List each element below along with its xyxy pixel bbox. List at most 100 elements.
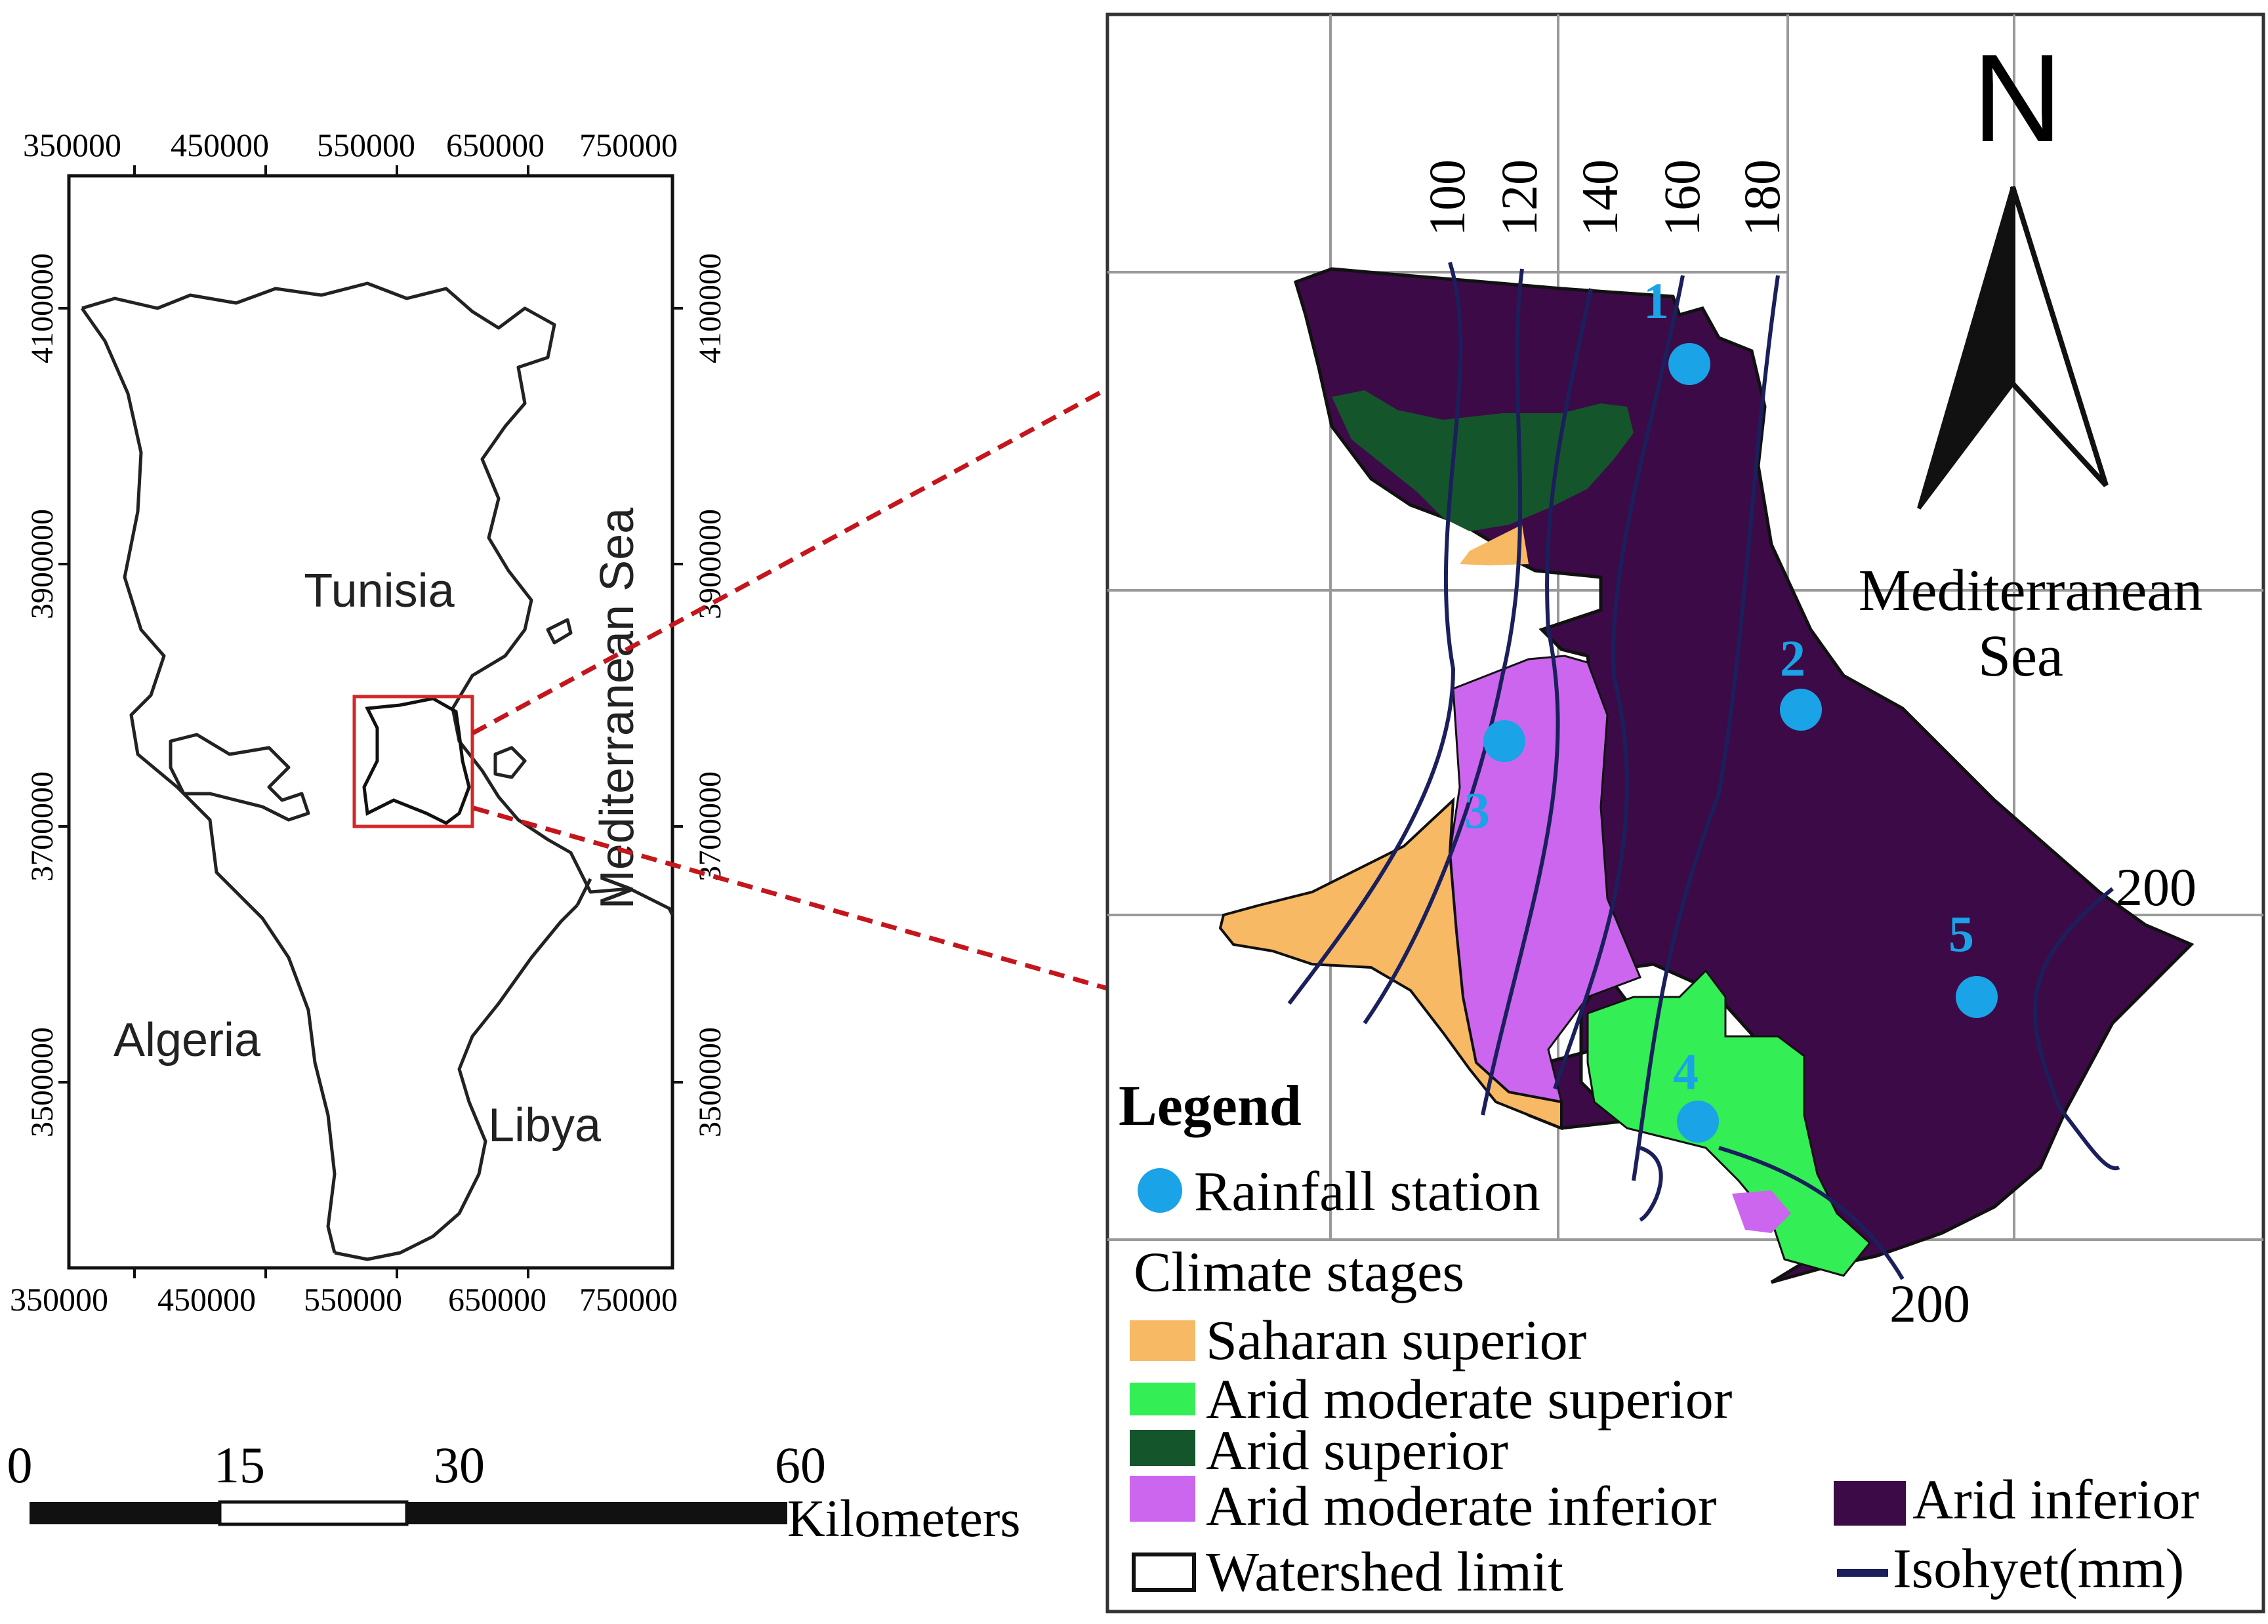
station-label: 3 xyxy=(1464,782,1490,839)
libya-tunisia-border xyxy=(334,904,579,1261)
isohyet-120 xyxy=(1363,268,1524,1025)
tunisia-map-frame xyxy=(67,174,674,1270)
tunisia-location-map: 350000 450000 550000 650000 750000 35000… xyxy=(10,127,728,1318)
bottom-tick-label: 350000 xyxy=(10,1281,108,1318)
country-borders xyxy=(80,281,674,1261)
left-tick-label: 3900000 xyxy=(25,509,60,619)
right-tick-label: 4100000 xyxy=(693,253,728,363)
station-marker xyxy=(1780,689,1822,731)
isohyet-label-140: 140 xyxy=(1571,159,1628,236)
legend-swatch-saharan-superior xyxy=(1130,1320,1195,1361)
isohyet-label-180: 180 xyxy=(1733,159,1790,236)
legend-swatch-arid-inferior xyxy=(1834,1481,1906,1526)
isohyet-label-200-east: 200 xyxy=(2116,857,2196,917)
station-label: 4 xyxy=(1673,1043,1699,1100)
scale-bar: 0 15 30 60 Kilometers xyxy=(7,1436,1021,1548)
scale-segment xyxy=(407,1502,787,1524)
tunisia-map-frame-ticks xyxy=(58,165,683,1278)
region-arid-moderate-superior xyxy=(1586,969,1872,1277)
isohyet-south-stub xyxy=(1639,1146,1663,1222)
station-label: 5 xyxy=(1948,905,1974,962)
top-tick-label: 750000 xyxy=(579,127,678,163)
legend-arid-moderate-superior: Arid moderate superior xyxy=(1206,1368,1732,1431)
left-tick-label: 3500000 xyxy=(25,1027,60,1137)
right-tick-label: 3500000 xyxy=(693,1027,728,1137)
label-algeria: Algeria xyxy=(113,1014,261,1066)
station-marker xyxy=(1677,1101,1719,1143)
legend-swatch-arid-moderate-superior xyxy=(1130,1383,1195,1415)
isohyet-label-120: 120 xyxy=(1491,159,1548,236)
study-area-highlight-box xyxy=(352,695,474,828)
study-area-outline xyxy=(362,697,471,825)
top-tick-label: 450000 xyxy=(171,127,269,163)
legend-arid-superior: Arid superior xyxy=(1206,1419,1508,1482)
left-tick-label: 4100000 xyxy=(25,253,60,363)
bottom-tick-label: 650000 xyxy=(448,1281,546,1318)
legend-station-symbol xyxy=(1138,1168,1182,1213)
scale-segment xyxy=(30,1502,220,1524)
legend-swatch-arid-moderate-inferior xyxy=(1130,1476,1195,1522)
label-libya: Libya xyxy=(488,1099,602,1152)
station-marker xyxy=(1668,343,1710,385)
legend-watershed-limit: Watershed limit xyxy=(1206,1540,1563,1603)
station-marker xyxy=(1483,720,1525,762)
legend: Legend Rainfall station Climate stages S… xyxy=(1119,1074,2199,1603)
arrow-to-north-tip xyxy=(471,287,1294,736)
station-label: 1 xyxy=(1643,272,1669,329)
isohyet-100 xyxy=(1287,262,1463,1005)
scale-segment xyxy=(218,1500,409,1526)
left-tick-label: 3700000 xyxy=(25,771,60,882)
station-marker xyxy=(1956,976,1998,1018)
isohyet-label-160: 160 xyxy=(1653,159,1710,236)
isohyet-180 xyxy=(1632,275,1780,1181)
djerba-island xyxy=(493,746,527,779)
legend-title: Legend xyxy=(1119,1074,1302,1138)
north-arrow: N xyxy=(1917,29,2109,510)
isohyet-200-south xyxy=(1718,1146,1905,1280)
legend-station-label: Rainfall station xyxy=(1194,1160,1540,1223)
scale-tick-label: 30 xyxy=(434,1436,485,1493)
isohyet-label-100: 100 xyxy=(1418,159,1475,236)
right-tick-label: 3900000 xyxy=(693,509,728,619)
algeria-tunisia-border xyxy=(80,307,337,1253)
scale-unit-label: Kilometers xyxy=(787,1490,1020,1548)
scale-tick-label: 15 xyxy=(214,1436,265,1493)
isohyet-200-east xyxy=(2032,887,2120,1171)
region-arid-moderate-inferior-south xyxy=(1732,1190,1791,1233)
legend-climate-title: Climate stages xyxy=(1134,1240,1464,1303)
legend-saharan-superior: Saharan superior xyxy=(1206,1309,1586,1371)
right-tick-label: 3700000 xyxy=(693,771,728,882)
tunisia-outline xyxy=(81,281,674,916)
legend-swatch-arid-superior xyxy=(1130,1430,1195,1466)
rainfall-stations: 1 2 3 4 5 xyxy=(1464,272,1998,1143)
scale-tick-label: 60 xyxy=(775,1436,826,1493)
algeria-inner-piece xyxy=(169,733,310,822)
isohyet-160 xyxy=(1553,275,1685,1089)
coast-south xyxy=(575,878,592,906)
sea-label-line2: Sea xyxy=(1978,624,2063,689)
bottom-tick-label: 550000 xyxy=(304,1281,402,1318)
kerkennah-island xyxy=(546,618,573,645)
region-arid-superior xyxy=(1332,390,1634,531)
detail-map: 100 120 140 160 180 200 200 1 2 3 4 5 N … xyxy=(1105,12,2265,1614)
top-tick-label: 550000 xyxy=(317,127,415,163)
legend-isohyet: Isohyet(mm) xyxy=(1893,1537,2184,1600)
top-tick-label: 350000 xyxy=(23,127,121,163)
isohyet-140 xyxy=(1481,288,1593,1116)
station-label: 2 xyxy=(1780,630,1805,687)
label-mediterranean-sea: Mediterranean Sea xyxy=(591,507,644,909)
legend-swatch-watershed-limit xyxy=(1132,1553,1196,1592)
legend-arid-inferior: Arid inferior xyxy=(1912,1468,2199,1531)
north-arrow-right-half xyxy=(2010,186,2109,487)
bottom-tick-label: 450000 xyxy=(157,1281,256,1318)
isohyet-lines xyxy=(1287,262,2120,1280)
bottom-tick-label: 750000 xyxy=(579,1281,678,1318)
sea-label-line1: Mediterranean xyxy=(1859,558,2203,623)
region-saharan-superior-north xyxy=(1460,525,1529,565)
top-tick-label: 650000 xyxy=(446,127,545,163)
north-label: N xyxy=(1972,29,2062,168)
scale-tick-label: 0 xyxy=(7,1436,33,1493)
isohyet-label-200-south: 200 xyxy=(1889,1274,1970,1333)
label-tunisia: Tunisia xyxy=(304,565,455,617)
